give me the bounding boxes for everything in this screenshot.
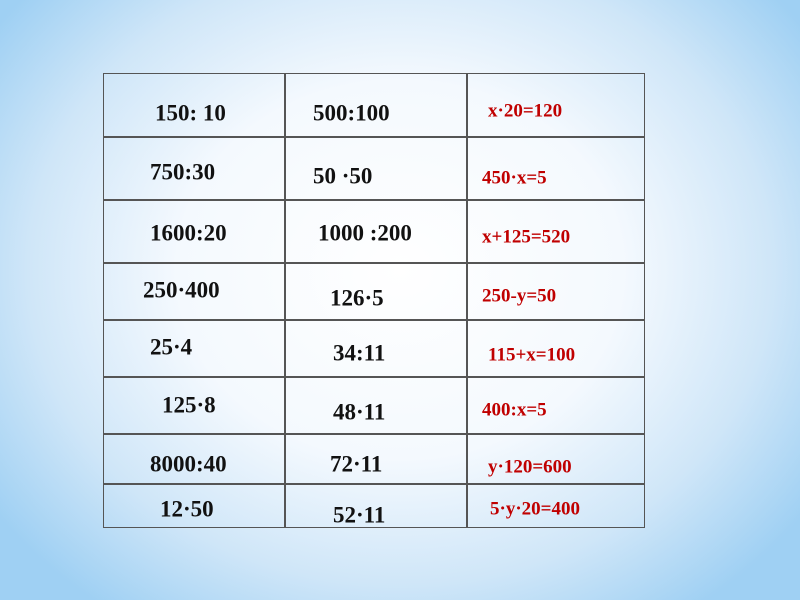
row-divider xyxy=(103,376,645,378)
expression-cell: 125·8 xyxy=(162,392,216,418)
exercise-table xyxy=(103,73,645,528)
expression-cell: 126·5 xyxy=(330,285,384,311)
expression-cell: 500:100 xyxy=(313,100,390,126)
row-divider xyxy=(103,199,645,201)
expression-cell: 34:11 xyxy=(333,340,386,366)
expression-cell: 52·11 xyxy=(333,502,386,528)
equation-cell: 5·y·20=400 xyxy=(490,498,580,520)
column-divider xyxy=(466,73,468,528)
equation-cell: 450·x=5 xyxy=(482,167,547,189)
expression-cell: 250·400 xyxy=(143,277,220,303)
expression-cell: 48·11 xyxy=(333,399,386,425)
equation-cell: 250-y=50 xyxy=(482,285,557,307)
expression-cell: 12·50 xyxy=(160,496,214,522)
equation-cell: 400:x=5 xyxy=(482,399,547,421)
equation-cell: x·20=120 xyxy=(488,100,563,122)
expression-cell: 25·4 xyxy=(150,334,193,360)
expression-cell: 8000:40 xyxy=(150,451,227,477)
expression-cell: 750:30 xyxy=(150,159,216,185)
row-divider xyxy=(103,483,645,485)
row-divider xyxy=(103,319,645,321)
expression-cell: 50 ·50 xyxy=(313,163,373,189)
expression-cell: 72·11 xyxy=(330,451,383,477)
equation-cell: x+125=520 xyxy=(482,226,571,248)
expression-cell: 150: 10 xyxy=(155,100,226,126)
row-divider xyxy=(103,433,645,435)
row-divider xyxy=(103,136,645,138)
equation-cell: 115+x=100 xyxy=(488,344,576,366)
column-divider xyxy=(284,73,286,528)
expression-cell: 1000 :200 xyxy=(318,220,412,246)
equation-cell: y·120=600 xyxy=(488,456,572,478)
row-divider xyxy=(103,262,645,264)
expression-cell: 1600:20 xyxy=(150,220,227,246)
